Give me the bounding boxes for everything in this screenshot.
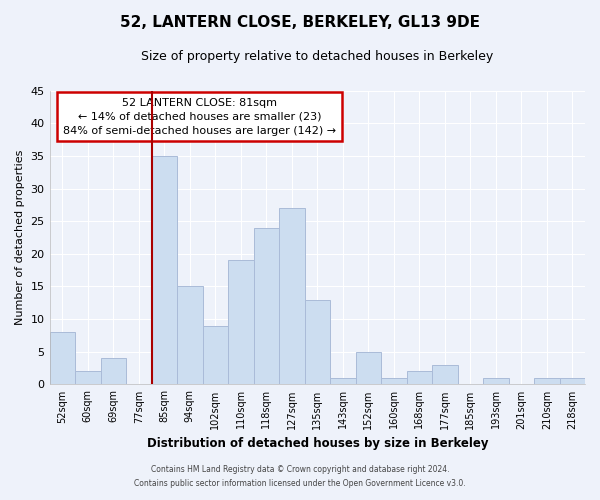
Bar [305,300,330,384]
Bar [177,286,203,384]
Bar [203,326,228,384]
Bar [330,378,356,384]
Text: 52, LANTERN CLOSE, BERKELEY, GL13 9DE: 52, LANTERN CLOSE, BERKELEY, GL13 9DE [120,15,480,30]
Text: Contains HM Land Registry data © Crown copyright and database right 2024.
Contai: Contains HM Land Registry data © Crown c… [134,466,466,487]
Bar [228,260,254,384]
Bar [101,358,126,384]
Bar [560,378,585,384]
Bar [75,372,101,384]
Bar [279,208,305,384]
X-axis label: Distribution of detached houses by size in Berkeley: Distribution of detached houses by size … [146,437,488,450]
Bar [483,378,509,384]
Bar [381,378,407,384]
Bar [356,352,381,384]
Title: Size of property relative to detached houses in Berkeley: Size of property relative to detached ho… [141,50,493,63]
Y-axis label: Number of detached properties: Number of detached properties [15,150,25,325]
Bar [534,378,560,384]
Bar [254,228,279,384]
Bar [407,372,432,384]
Bar [50,332,75,384]
Bar [152,156,177,384]
Text: 52 LANTERN CLOSE: 81sqm
← 14% of detached houses are smaller (23)
84% of semi-de: 52 LANTERN CLOSE: 81sqm ← 14% of detache… [63,98,336,136]
Bar [432,365,458,384]
